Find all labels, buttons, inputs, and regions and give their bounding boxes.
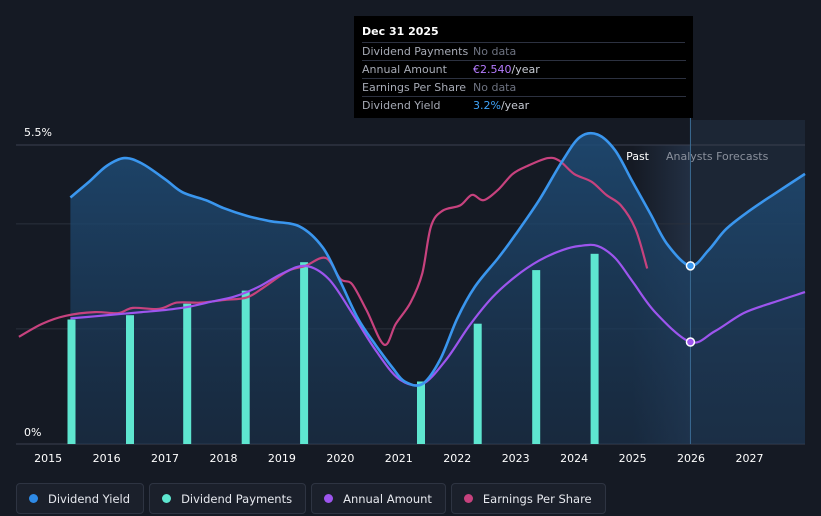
dividend-payment-bar — [183, 303, 192, 444]
legend-dot-icon — [29, 494, 38, 503]
tooltip-row: Earnings Per Share No data — [362, 79, 686, 97]
x-tick-label: 2022 — [443, 452, 471, 465]
tooltip-value: €2.540 — [473, 63, 512, 76]
tooltip-label: Dividend Payments — [362, 45, 469, 58]
annual-amount-marker — [685, 337, 696, 347]
tooltip-row: Dividend Yield 3.2%/year — [362, 97, 686, 114]
dividend-yield-line — [69, 131, 806, 387]
legend-annual-amount[interactable]: Annual Amount — [311, 483, 446, 514]
legend-dot-icon — [324, 494, 334, 503]
x-tick-label: 2016 — [93, 452, 121, 465]
legend-label: Earnings Per Share — [482, 491, 592, 506]
tooltip-label: Earnings Per Share — [362, 81, 467, 94]
dividend-payment-bar — [300, 262, 309, 444]
tooltip-value: No data — [473, 81, 517, 94]
legend-dividend-payments[interactable]: Dividend Payments — [149, 483, 307, 514]
y-tick-label-bottom: 0% — [24, 426, 41, 439]
x-tick-label: 2015 — [34, 452, 62, 465]
legend-label: Dividend Yield — [48, 491, 131, 506]
x-tick-label: 2025 — [619, 452, 647, 465]
x-tick-label: 2021 — [385, 452, 413, 465]
forecast-label: Analysts Forecasts — [666, 150, 769, 163]
legend-label: Dividend Payments — [181, 491, 293, 506]
x-tick-label: 2017 — [151, 452, 179, 465]
dividend-yield-area — [70, 133, 805, 445]
annual-amount-line — [70, 243, 806, 387]
dividend-payment-bar — [241, 290, 250, 444]
dividend-payment-bar — [590, 253, 599, 444]
dividend-payment-bar — [67, 319, 76, 444]
earnings-per-share-line — [18, 156, 649, 346]
dividend-payment-bar — [473, 323, 482, 444]
tooltip-value: 3.2% — [473, 99, 501, 112]
tooltip-unit: /year — [500, 99, 530, 112]
legend-dot-icon — [463, 494, 473, 503]
tooltip-date: Dec 31 2025 — [362, 22, 685, 43]
x-tick-label: 2026 — [677, 452, 705, 465]
x-tick-label: 2019 — [268, 452, 296, 465]
legend-label: Annual Amount — [343, 491, 432, 506]
dividend-payment-bar — [126, 315, 134, 444]
x-axis-ticks: 2015 2016 2017 2018 2019 2020 2021 2022 2023 2024… — [34, 452, 763, 465]
x-tick-label: 2018 — [210, 452, 238, 465]
tooltip-unit: /year — [511, 63, 540, 76]
chart-legend: Dividend Yield Dividend Payments Annual … — [16, 483, 606, 514]
y-tick-label-top: 5.5% — [24, 126, 52, 139]
legend-earnings-per-share[interactable]: Earnings Per Share — [450, 483, 606, 514]
past-label: Past — [626, 150, 650, 163]
x-tick-label: 2027 — [736, 452, 764, 465]
tooltip-row: Annual Amount €2.540/year — [362, 61, 686, 79]
dividend-yield-marker — [685, 261, 696, 271]
legend-dividend-yield[interactable]: Dividend Yield — [16, 483, 145, 514]
x-tick-label: 2023 — [502, 452, 530, 465]
legend-dot-icon — [162, 494, 172, 503]
dividend-payment-bars — [67, 253, 599, 444]
x-tick-label: 2020 — [326, 452, 354, 465]
tooltip-label: Dividend Yield — [362, 99, 441, 112]
tooltip-row: Dividend Payments No data — [362, 43, 686, 61]
dividend-payment-bar — [417, 381, 425, 444]
tooltip-label: Annual Amount — [362, 63, 447, 76]
x-tick-label: 2024 — [560, 452, 588, 465]
dividend-payment-bar — [532, 270, 541, 444]
tooltip: Dec 31 2025 Dividend Payments No data An… — [354, 16, 693, 118]
tooltip-value: No data — [473, 45, 517, 58]
